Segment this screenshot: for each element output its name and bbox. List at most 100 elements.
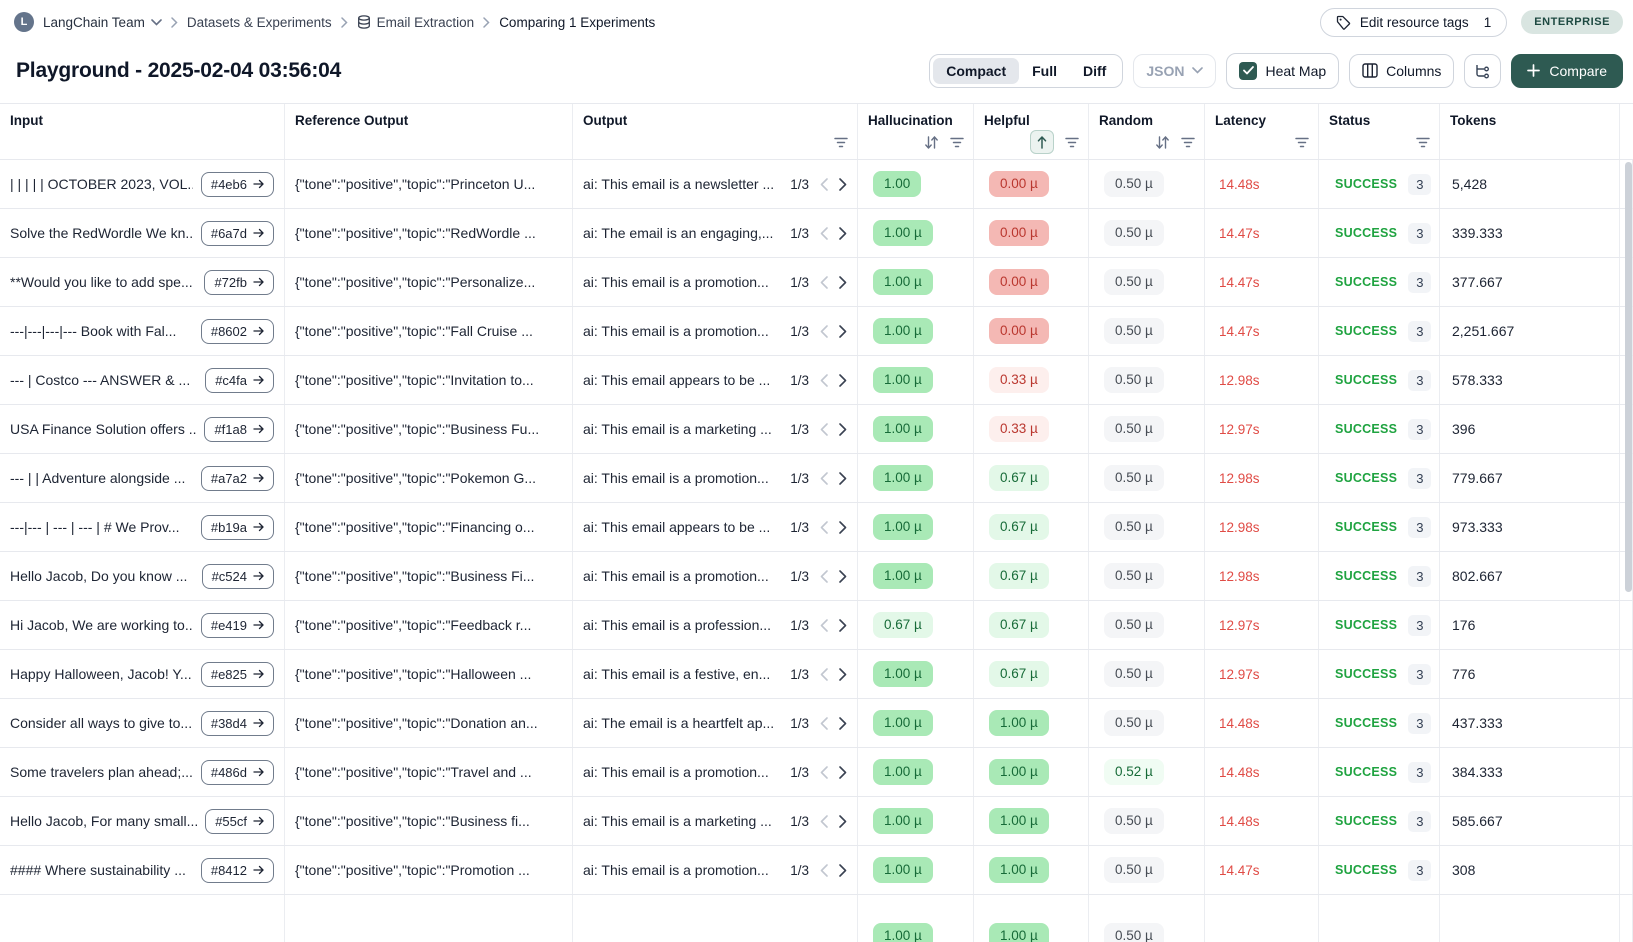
example-link[interactable]: #c524 [201, 563, 274, 589]
status-badge: SUCCESS [1335, 569, 1398, 583]
filter-icon[interactable] [1295, 137, 1309, 148]
table-row[interactable]: Hello Jacob, Do you know ... #c524 {"ton… [0, 552, 1633, 601]
vertical-scrollbar[interactable] [1625, 104, 1632, 942]
input-cell: Hello Jacob, Do you know ... #c524 [0, 552, 285, 600]
table-row[interactable]: 1.00 µ 1.00 µ 0.50 µ [0, 895, 1633, 942]
tab-diff[interactable]: Diff [1083, 62, 1107, 79]
example-link[interactable]: #c4fa [205, 367, 274, 393]
table-row[interactable]: Hello Jacob, For many small... #55cf {"t… [0, 797, 1633, 846]
columns-button[interactable]: Columns [1349, 53, 1455, 88]
table-row[interactable]: Happy Halloween, Jacob! Y... #e825 {"ton… [0, 650, 1633, 699]
page-indicator: 1/3 [790, 176, 809, 192]
table-row[interactable]: Consider all ways to give to... #38d4 {"… [0, 699, 1633, 748]
table-row[interactable]: USA Finance Solution offers ... #f1a8 {"… [0, 405, 1633, 454]
previous-repetition-icon[interactable] [820, 422, 828, 436]
helpful-cell: 0.67 µ [974, 601, 1089, 649]
table-row[interactable]: **Would you like to add spe... #72fb {"t… [0, 258, 1633, 307]
table-row[interactable]: Solve the RedWordle We kn... #6a7d {"ton… [0, 209, 1633, 258]
latency-value: 14.48s [1219, 715, 1260, 731]
table-row[interactable]: ---|--- | --- | --- | # We Prov... #b19a… [0, 503, 1633, 552]
example-link[interactable]: #8602 [200, 318, 274, 344]
previous-repetition-icon[interactable] [820, 863, 828, 877]
next-repetition-icon[interactable] [839, 324, 847, 338]
next-repetition-icon[interactable] [839, 471, 847, 485]
next-repetition-icon[interactable] [839, 667, 847, 681]
edit-resource-tags-button[interactable]: Edit resource tags 1 [1319, 7, 1508, 37]
table-row[interactable]: --- | | Adventure alongside ... #a7a2 {"… [0, 454, 1633, 503]
example-link[interactable]: #6a7d [200, 220, 274, 246]
tokens-cell: 776 [1440, 650, 1620, 698]
table-row[interactable]: --- | Costco --- ANSWER & ... #c4fa {"to… [0, 356, 1633, 405]
previous-repetition-icon[interactable] [820, 618, 828, 632]
filter-icon[interactable] [834, 137, 848, 148]
format-select[interactable]: JSON [1133, 53, 1217, 88]
tab-full[interactable]: Full [1032, 62, 1057, 79]
tokens-cell: 384.333 [1440, 748, 1620, 796]
previous-repetition-icon[interactable] [820, 716, 828, 730]
filter-icon[interactable] [950, 137, 964, 148]
sort-icon[interactable] [924, 135, 939, 149]
next-repetition-icon[interactable] [839, 520, 847, 534]
previous-repetition-icon[interactable] [820, 471, 828, 485]
table-row[interactable]: Some travelers plan ahead;... #486d {"to… [0, 748, 1633, 797]
scrollbar-thumb[interactable] [1625, 162, 1632, 592]
next-repetition-icon[interactable] [839, 177, 847, 191]
previous-repetition-icon[interactable] [820, 765, 828, 779]
example-link[interactable]: #72fb [204, 269, 274, 295]
filter-icon[interactable] [1416, 137, 1430, 148]
random-cell: 0.50 µ [1089, 454, 1205, 502]
example-link[interactable]: #e825 [200, 661, 274, 687]
repetition-pagination: 1/3 [782, 667, 847, 682]
output-text: ai: This email is a promotion... [583, 764, 769, 780]
table-row[interactable]: ---|---|---|--- Book with Fal... #8602 {… [0, 307, 1633, 356]
filter-icon[interactable] [1065, 137, 1079, 148]
breadcrumb-datasets[interactable]: Datasets & Experiments [186, 14, 332, 30]
table-row[interactable]: | | | | | OCTOBER 2023, VOL... #4eb6 {"t… [0, 160, 1633, 209]
example-link[interactable]: #8412 [200, 857, 274, 883]
status-cell: SUCCESS 3 [1319, 846, 1440, 894]
example-link[interactable]: #4eb6 [200, 171, 274, 197]
table-row[interactable]: #### Where sustainability ... #8412 {"to… [0, 846, 1633, 895]
next-repetition-icon[interactable] [839, 814, 847, 828]
hallucination-score-badge: 0.67 µ [873, 612, 933, 638]
example-link[interactable]: #486d [200, 759, 274, 785]
helpful-score-badge: 0.00 µ [989, 171, 1049, 197]
repetition-pagination: 1/3 [782, 520, 847, 535]
example-link[interactable]: #e419 [200, 612, 274, 638]
previous-repetition-icon[interactable] [820, 569, 828, 583]
next-repetition-icon[interactable] [839, 275, 847, 289]
next-repetition-icon[interactable] [839, 422, 847, 436]
example-link[interactable]: #55cf [205, 808, 274, 834]
example-link[interactable]: #b19a [200, 514, 274, 540]
breadcrumb-dataset[interactable]: Email Extraction [357, 15, 474, 30]
heat-map-toggle[interactable]: Heat Map [1226, 52, 1340, 89]
filter-icon[interactable] [1181, 137, 1195, 148]
next-repetition-icon[interactable] [839, 863, 847, 877]
sort-icon[interactable] [1155, 135, 1170, 149]
reference-output-text: {"tone":"positive","topic":"Princeton U.… [295, 176, 536, 192]
example-link[interactable]: #a7a2 [200, 465, 274, 491]
next-repetition-icon[interactable] [839, 373, 847, 387]
previous-repetition-icon[interactable] [820, 226, 828, 240]
tab-compact[interactable]: Compact [933, 57, 1020, 84]
previous-repetition-icon[interactable] [820, 814, 828, 828]
compare-button[interactable]: Compare [1511, 53, 1623, 88]
next-repetition-icon[interactable] [839, 226, 847, 240]
next-repetition-icon[interactable] [839, 716, 847, 730]
next-repetition-icon[interactable] [839, 618, 847, 632]
previous-repetition-icon[interactable] [820, 373, 828, 387]
output-text: ai: This email is a festive, en... [583, 666, 771, 682]
previous-repetition-icon[interactable] [820, 667, 828, 681]
previous-repetition-icon[interactable] [820, 324, 828, 338]
breadcrumb-team[interactable]: LangChain Team [43, 15, 162, 30]
table-row[interactable]: Hi Jacob, We are working to... #e419 {"t… [0, 601, 1633, 650]
trace-tree-button[interactable] [1464, 53, 1502, 88]
next-repetition-icon[interactable] [839, 765, 847, 779]
previous-repetition-icon[interactable] [820, 177, 828, 191]
example-link[interactable]: #f1a8 [204, 416, 274, 442]
example-link[interactable]: #38d4 [200, 710, 274, 736]
sort-ascending-active-icon[interactable] [1030, 130, 1054, 154]
previous-repetition-icon[interactable] [820, 275, 828, 289]
previous-repetition-icon[interactable] [820, 520, 828, 534]
next-repetition-icon[interactable] [839, 569, 847, 583]
